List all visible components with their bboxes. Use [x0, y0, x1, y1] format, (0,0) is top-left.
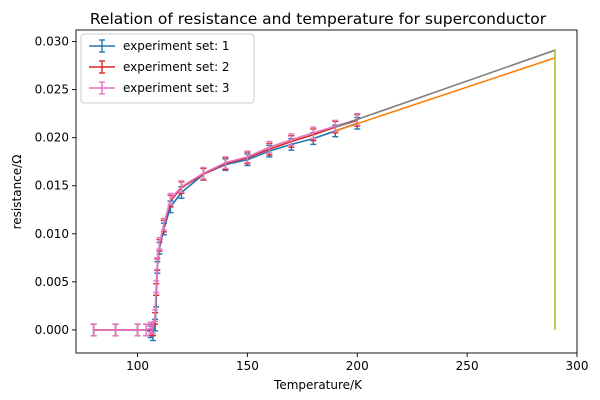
legend-label: experiment set: 3 [123, 81, 230, 95]
y-tick-label: 0.005 [35, 275, 69, 289]
legend-box [80, 33, 255, 104]
y-tick-label: 0.030 [35, 35, 69, 49]
legend: experiment set: 1 experiment set: 2 experi… [80, 33, 255, 104]
y-tick-label: 0.025 [35, 83, 69, 97]
legend-label: experiment set: 1 [123, 39, 230, 53]
series-4 [335, 49, 556, 128]
x-tick-label: 300 [566, 359, 589, 373]
series-5 [335, 57, 556, 132]
legend-entry: experiment set: 1 [89, 39, 230, 53]
y-tick-label: 0.015 [35, 179, 69, 193]
series-2 [90, 113, 361, 337]
axes-frame [75, 29, 578, 354]
series-line [93, 118, 358, 331]
y-tick-label: 0.000 [35, 323, 69, 337]
x-axis-title: Temperature/K [273, 378, 363, 392]
x-tick-label: 250 [456, 359, 479, 373]
series-line [93, 119, 358, 331]
series-line [93, 122, 358, 336]
x-tick-label: 150 [236, 359, 259, 373]
y-axis-title: resistance/Ω [10, 155, 24, 230]
series-line [335, 57, 556, 132]
legend-entry: experiment set: 2 [89, 60, 230, 74]
x-tick-label: 200 [346, 359, 369, 373]
series-3 [90, 112, 361, 337]
y-tick-label: 0.010 [35, 227, 69, 241]
plot-area [90, 49, 556, 342]
series-1 [90, 116, 361, 342]
y-tick-label: 0.020 [35, 131, 69, 145]
axes: 100 150 200 250 300 0.000 0.005 0.010 0.015 0.020… [35, 29, 589, 373]
x-tick-label: 100 [126, 359, 149, 373]
legend-label: experiment set: 2 [123, 60, 230, 74]
series-line [335, 49, 556, 128]
chart-title: Relation of resistance and temperature f… [90, 10, 547, 28]
legend-entry: experiment set: 3 [89, 81, 230, 95]
